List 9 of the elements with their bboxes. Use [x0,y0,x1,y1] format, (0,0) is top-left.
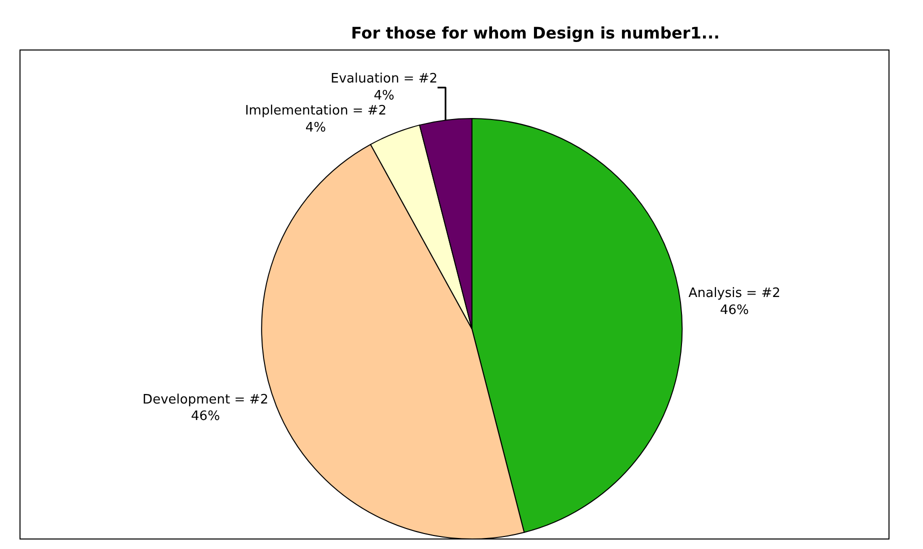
data-label: 4% [374,88,394,104]
data-label: 46% [191,409,220,424]
slice-label: Analysis = #2 [688,286,780,302]
slice-label: Implementation = #2 [244,103,386,118]
data-label: 46% [720,303,749,318]
slice-label: Evaluation = #2 [330,72,438,87]
chart-title: For those for whom Design is number1... [350,24,720,43]
slice-label: Development = #2 [142,392,268,408]
data-label: 4% [305,120,326,136]
